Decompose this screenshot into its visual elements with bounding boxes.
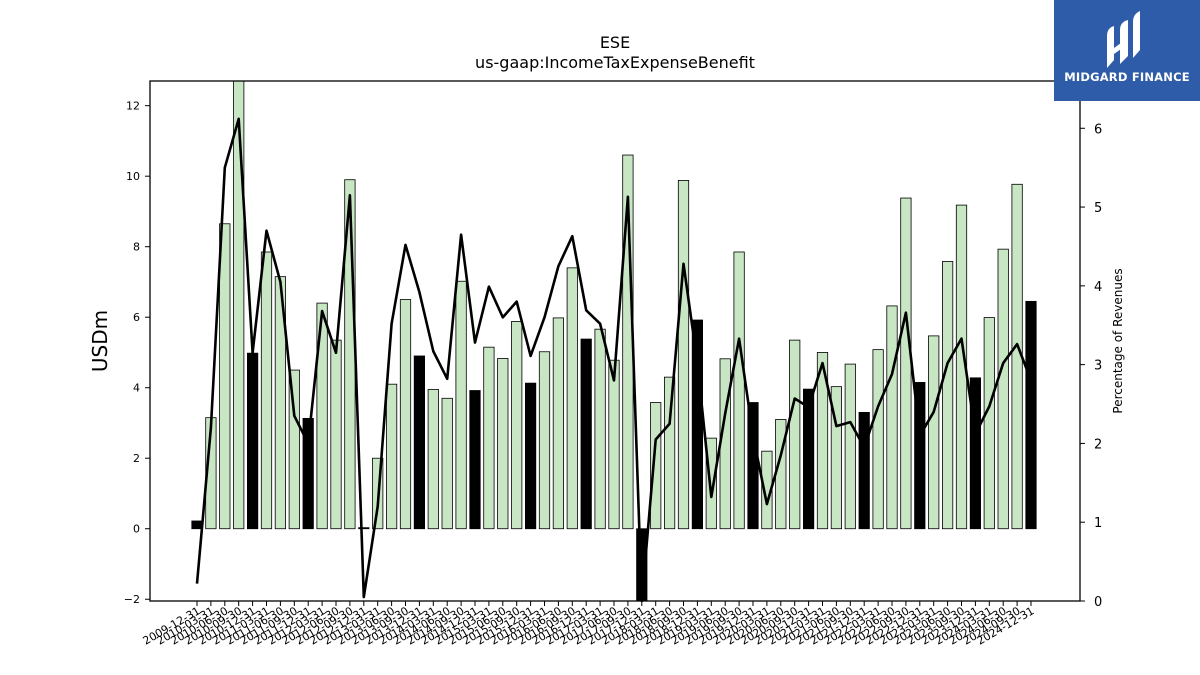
y-tick-label: −2 <box>124 593 140 606</box>
bar-2015-06-30 <box>497 358 509 530</box>
bar-2018-03-31 <box>650 402 662 530</box>
y2-axis-label: Percentage of Revenues <box>1111 268 1125 413</box>
bar-2014-03-31 <box>427 389 439 530</box>
bar-2015-12-31 <box>525 382 537 530</box>
y-tick-label: 8 <box>133 241 140 254</box>
bar-2013-09-30 <box>399 299 412 530</box>
y2-tick-label: 2 <box>1094 437 1102 452</box>
chart-subtitle: us-gaap:IncomeTaxExpenseBenefit <box>475 53 755 72</box>
bar-2022-03-31 <box>872 349 884 530</box>
y-tick-label: 12 <box>126 100 140 113</box>
bar-2010-12-31 <box>246 352 259 530</box>
bar-2016-09-30 <box>566 267 578 530</box>
bar-2009-12-31 <box>191 520 203 530</box>
bar-2012-03-31 <box>316 302 328 530</box>
bar-2019-09-30 <box>733 251 745 530</box>
bar-2020-09-30 <box>789 339 801 530</box>
bar-2022-09-30 <box>900 197 912 530</box>
bar-2013-06-30 <box>385 383 398 530</box>
y-axis-label: USDm <box>88 310 112 372</box>
bar-2021-09-30 <box>844 363 856 530</box>
percentage-line <box>195 117 1033 603</box>
bar-2021-03-31 <box>816 352 829 530</box>
bar-2010-06-30 <box>219 223 231 530</box>
bar-2011-06-30 <box>274 276 287 530</box>
bar-2011-12-31 <box>302 417 314 530</box>
bar-2024-12-31 <box>1025 300 1037 530</box>
brand-logo: MIDGARD FINANCE <box>1054 0 1200 101</box>
bar-2016-06-30 <box>552 317 565 530</box>
brand-mark-icon <box>1107 11 1140 68</box>
y-tick-label: 10 <box>126 170 140 183</box>
bar-2022-12-31 <box>914 382 926 530</box>
bar-2012-12-31 <box>358 527 370 530</box>
plot-frame <box>149 80 1081 602</box>
bar-2012-06-30 <box>330 339 342 530</box>
y-tick-label: 0 <box>133 523 140 536</box>
bar-2024-06-30 <box>997 248 1009 530</box>
bar-2014-12-31 <box>469 390 481 530</box>
bar-2018-06-30 <box>664 376 676 530</box>
bar-2014-09-30 <box>455 280 467 530</box>
bar-2017-03-31 <box>594 328 606 530</box>
bar-2021-12-31 <box>858 411 870 530</box>
y-tick-label: 2 <box>133 452 140 465</box>
bar-2015-03-31 <box>483 346 495 530</box>
y2-tick-label: 5 <box>1094 201 1102 216</box>
y-tick-label: 4 <box>133 382 140 395</box>
bar-2010-09-30 <box>233 80 245 530</box>
bar-2024-03-31 <box>983 317 995 530</box>
bar-2023-03-31 <box>928 335 940 530</box>
bar-2023-12-31 <box>969 377 982 530</box>
bar-2019-06-30 <box>719 358 731 530</box>
chart-title: ESE <box>600 33 630 52</box>
bar-2013-12-31 <box>413 355 426 530</box>
y2-tick-label: 4 <box>1094 280 1102 295</box>
bar-2019-03-31 <box>705 437 717 530</box>
bar-2016-03-31 <box>538 351 551 530</box>
bar-2018-12-31 <box>691 319 704 530</box>
bar-2021-06-30 <box>830 386 843 530</box>
brand-logo-text: MIDGARD FINANCE <box>1064 70 1190 84</box>
y2-tick-label: 1 <box>1094 516 1102 531</box>
bar-2022-06-30 <box>886 305 898 530</box>
bar-2011-09-30 <box>288 369 300 530</box>
bar-2017-06-30 <box>608 359 620 530</box>
bar-2019-12-31 <box>747 402 759 530</box>
bar-2023-06-30 <box>942 261 954 530</box>
y2-tick-label: 6 <box>1094 122 1102 137</box>
bar-2016-12-31 <box>580 338 592 530</box>
bar-2011-03-31 <box>260 251 273 530</box>
bar-2020-12-31 <box>803 388 815 530</box>
y2-tick-label: 0 <box>1094 595 1102 610</box>
bar-2014-06-30 <box>441 397 453 530</box>
y-tick-label: 6 <box>133 311 140 324</box>
bar-2018-09-30 <box>677 180 690 530</box>
bar-2015-09-30 <box>511 321 523 530</box>
y2-tick-label: 3 <box>1094 359 1102 374</box>
